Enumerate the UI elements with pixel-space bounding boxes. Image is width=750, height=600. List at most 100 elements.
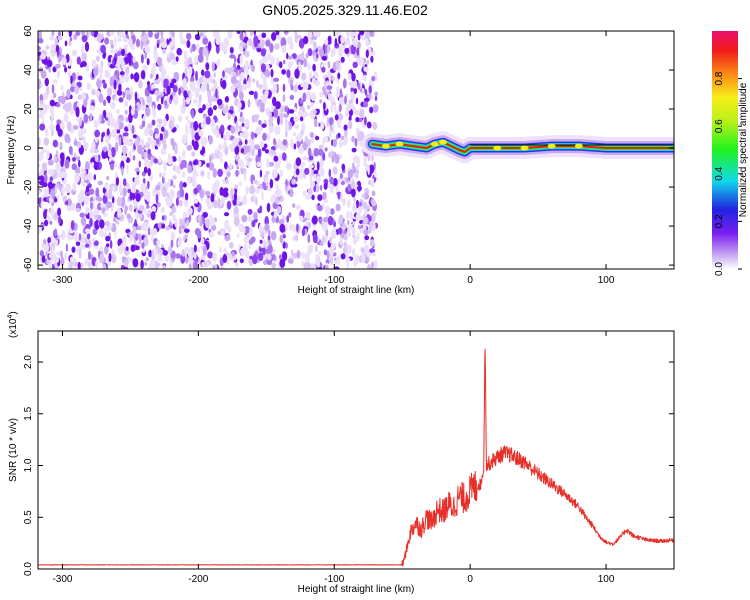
noise-speckle-2469	[120, 48, 126, 57]
noise-speckle-1440	[80, 45, 85, 54]
noise-speckle-705	[260, 140, 264, 148]
noise-speckle-1909	[122, 266, 129, 269]
noise-speckle-1791	[308, 164, 314, 169]
noise-speckle-1371	[161, 223, 166, 229]
noise-speckle-1282	[96, 78, 102, 88]
noise-speckle-1835	[271, 56, 276, 64]
noise-speckle-958	[209, 97, 212, 108]
noise-speckle-1498	[49, 35, 55, 41]
noise-speckle-1367	[151, 232, 154, 242]
noise-speckle-1321	[258, 252, 264, 261]
noise-speckle-2292	[199, 32, 204, 37]
noise-speckle-1845	[204, 70, 211, 79]
noise-speckle-1818	[81, 91, 86, 102]
noise-speckle-1489	[363, 155, 367, 164]
noise-speckle-2016	[147, 80, 150, 86]
noise-speckle-1714	[153, 53, 159, 61]
noise-speckle-1905	[127, 188, 132, 194]
noise-speckle-1633	[294, 68, 300, 79]
noise-speckle-2471	[312, 109, 317, 115]
noise-speckle-2261	[109, 31, 115, 36]
noise-speckle-2587	[371, 252, 377, 257]
noise-speckle-158	[324, 147, 328, 152]
noise-speckle-1734	[89, 113, 93, 122]
noise-speckle-1702	[57, 35, 63, 41]
signal-hotspot-4	[493, 145, 502, 151]
noise-speckle-1014	[39, 169, 44, 176]
noise-speckle-872	[288, 212, 292, 218]
noise-speckle-1526	[123, 44, 128, 49]
noise-speckle-1506	[116, 50, 122, 57]
noise-speckle-961	[223, 75, 228, 80]
noise-speckle-1097	[209, 154, 212, 164]
noise-speckle-782	[144, 207, 147, 215]
noise-speckle-956	[106, 111, 113, 120]
noise-speckle-1816	[355, 169, 359, 179]
noise-speckle-2156	[142, 99, 145, 106]
noise-speckle-1709	[198, 160, 202, 167]
noise-speckle-1768	[217, 98, 223, 106]
noise-speckle-2151	[214, 33, 221, 41]
noise-speckle-979	[374, 91, 379, 97]
noise-speckle-1258	[312, 63, 316, 72]
snr-x-tick-label-2: -100	[324, 574, 344, 585]
noise-speckle-2494	[167, 155, 173, 165]
noise-speckle-2371	[86, 185, 90, 193]
noise-speckle-2184	[120, 242, 126, 250]
noise-speckle-406	[368, 225, 372, 234]
noise-speckle-1449	[58, 215, 62, 225]
noise-speckle-1264	[224, 146, 229, 156]
noise-speckle-1897	[343, 241, 348, 247]
noise-speckle-1399	[305, 52, 309, 59]
noise-speckle-747	[294, 124, 300, 130]
noise-speckle-213	[302, 190, 307, 196]
noise-speckle-223	[184, 67, 188, 78]
noise-speckle-2455	[361, 194, 367, 199]
noise-speckle-2463	[80, 62, 83, 68]
noise-speckle-1352	[56, 119, 62, 125]
noise-speckle-1643	[47, 237, 51, 244]
noise-speckle-1358	[85, 64, 90, 72]
noise-speckle-2183	[132, 155, 136, 161]
noise-speckle-1638	[298, 61, 301, 72]
noise-speckle-1989	[268, 117, 273, 127]
noise-speckle-2434	[91, 31, 95, 37]
noise-speckle-2394	[73, 125, 79, 130]
snr-x-tick-label-4: 100	[598, 574, 615, 585]
noise-speckle-1263	[251, 148, 255, 157]
noise-speckle-1158	[122, 235, 127, 245]
noise-speckle-1629	[214, 179, 220, 189]
noise-speckle-2276	[121, 145, 128, 155]
noise-speckle-1204	[282, 251, 288, 262]
svg-text:(x104): (x104)	[7, 311, 19, 338]
noise-speckle-1705	[337, 191, 341, 200]
noise-speckle-2472	[70, 220, 75, 231]
noise-speckle-1821	[101, 132, 104, 139]
noise-speckle-505	[160, 148, 167, 155]
noise-speckle-1597	[269, 178, 274, 189]
noise-speckle-1492	[163, 129, 169, 139]
noise-speckle-1108	[212, 84, 216, 93]
noise-speckle-1854	[244, 60, 249, 70]
noise-speckle-2063	[352, 248, 356, 257]
spec-y-tick-label-4: -20	[23, 179, 34, 194]
noise-speckle-1612	[128, 204, 133, 212]
colorbar-tick-label-4: 0.8	[714, 71, 725, 85]
noise-speckle-1975	[49, 176, 54, 182]
noise-speckle-738	[50, 51, 56, 56]
noise-speckle-1187	[97, 180, 103, 186]
noise-speckle-325	[239, 258, 244, 264]
noise-speckle-1190	[350, 91, 356, 100]
noise-speckle-944	[270, 195, 276, 203]
noise-speckle-1196	[318, 251, 322, 256]
noise-speckle-1559	[342, 198, 346, 207]
noise-speckle-2101	[107, 149, 112, 158]
snr-x-tick-label-1: -200	[188, 574, 208, 585]
noise-speckle-2333	[167, 178, 171, 187]
noise-speckle-2435	[105, 235, 111, 242]
noise-speckle-655	[340, 56, 345, 63]
spec-x-tick-label-0: -300	[52, 275, 72, 286]
noise-speckle-1580	[373, 169, 377, 178]
noise-speckle-2190	[266, 133, 271, 141]
noise-speckle-1693	[85, 243, 90, 248]
